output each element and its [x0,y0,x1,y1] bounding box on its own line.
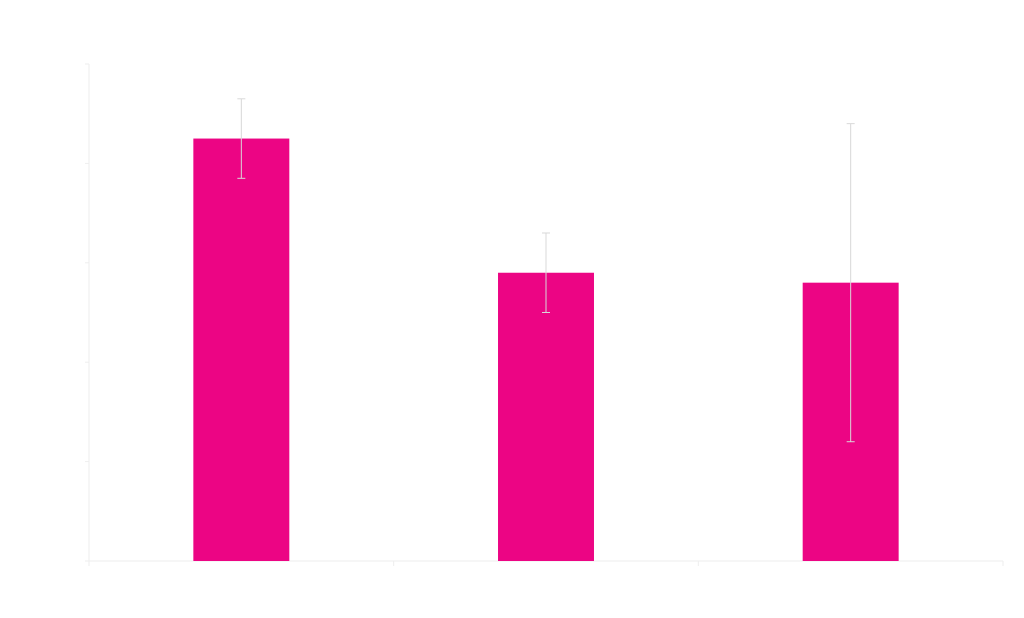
error-bars [237,98,855,443]
bars [193,138,899,562]
bar-1 [498,272,594,561]
error-bar-0 [237,98,246,179]
bar-0 [193,138,290,562]
error-bar-1 [542,232,550,313]
error-bar-2 [846,123,855,443]
